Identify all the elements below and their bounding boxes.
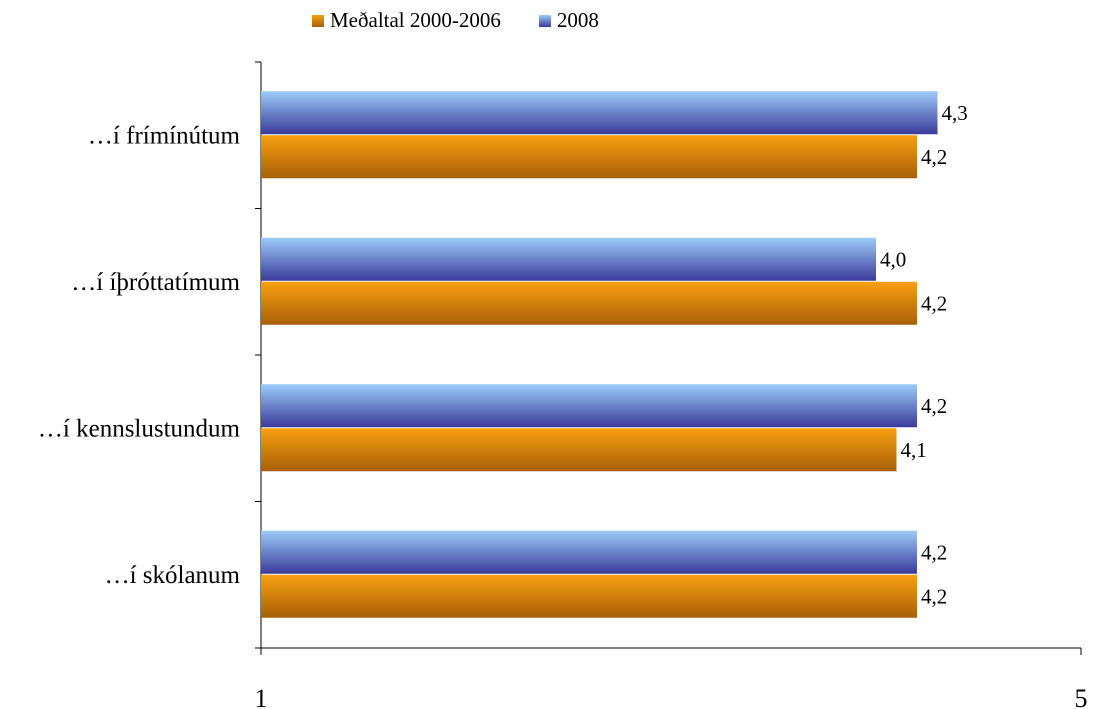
bar-average: [261, 574, 917, 618]
legend: Meðaltal 2000-2006 2008: [312, 8, 599, 33]
x-tick-label: 5: [1075, 684, 1088, 709]
bar-2008: [261, 530, 917, 574]
bar-2008: [261, 91, 938, 135]
x-tick-label: 1: [255, 684, 268, 709]
category-label: …í skólanum: [105, 562, 241, 589]
data-label-2008: 4,3: [942, 101, 968, 125]
bar-2008: [261, 384, 917, 428]
legend-swatch-2008: [538, 14, 551, 27]
bar-average: [261, 281, 917, 325]
data-label-2008: 4,0: [880, 247, 906, 271]
legend-item-2008: 2008: [538, 8, 599, 33]
bar-average: [261, 428, 897, 472]
category-label: …í kennslustundum: [38, 415, 241, 442]
category-label: …í frímínútum: [88, 122, 241, 149]
data-label-2008: 4,2: [921, 540, 947, 564]
legend-item-avg: Meðaltal 2000-2006: [312, 8, 501, 33]
legend-label-2008: 2008: [556, 8, 599, 32]
data-label-2008: 4,2: [921, 394, 947, 418]
data-label-average: 4,2: [921, 291, 947, 315]
bar-average: [261, 135, 917, 179]
category-label: …í íþróttatímum: [71, 269, 240, 296]
legend-swatch-avg: [312, 14, 324, 27]
legend-label-avg: Meðaltal 2000-2006: [330, 8, 501, 32]
bar-2008: [261, 237, 876, 281]
data-label-average: 4,1: [901, 438, 927, 462]
data-label-average: 4,2: [921, 145, 947, 169]
data-label-average: 4,2: [921, 584, 947, 608]
bars: [261, 91, 938, 618]
labels: …í frímínútum 4,3 4,2 …í íþróttatímum 4,0 4,2…: [38, 101, 968, 609]
